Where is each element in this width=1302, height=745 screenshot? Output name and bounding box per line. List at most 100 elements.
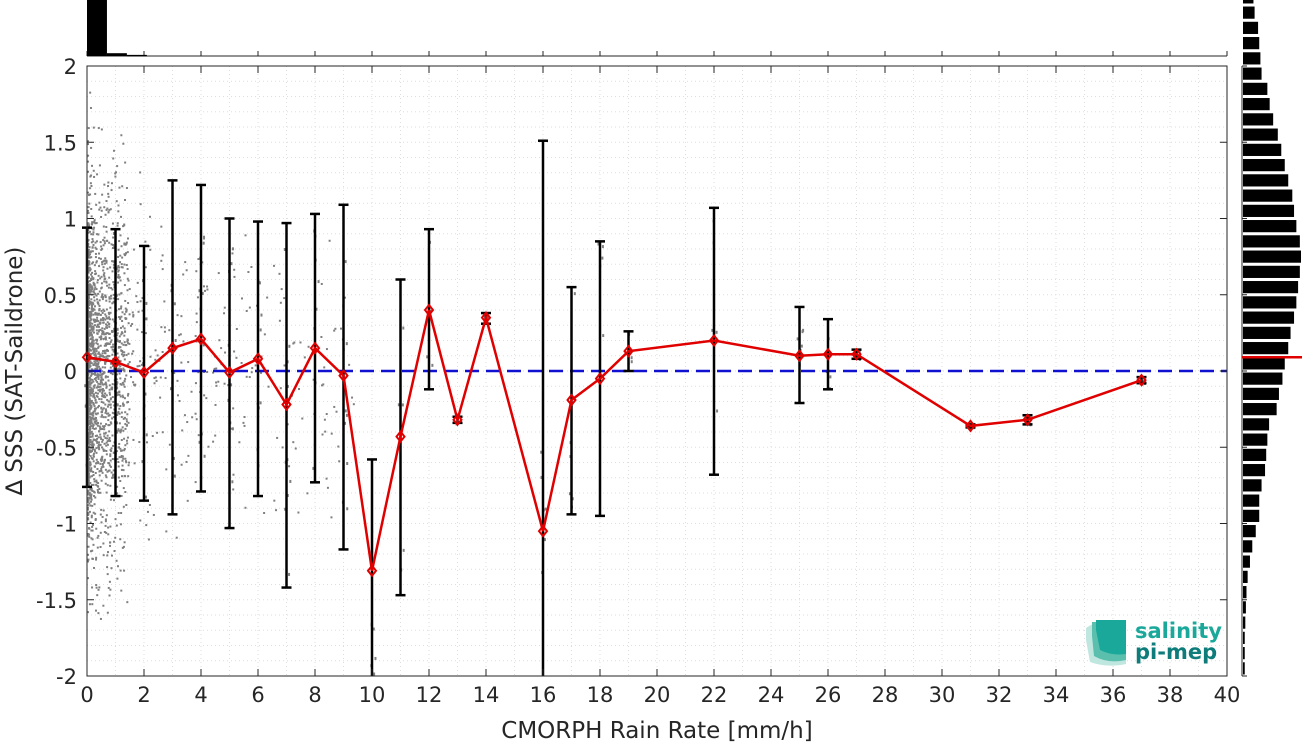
scatter-point <box>486 315 489 319</box>
scatter-point <box>117 465 120 468</box>
x-tick-label: 30 <box>929 683 956 707</box>
scatter-point <box>104 376 107 379</box>
scatter-point <box>90 469 93 472</box>
scatter-point <box>250 371 253 374</box>
scatter-point <box>88 246 91 249</box>
scatter-point <box>117 248 120 251</box>
scatter-point <box>106 434 109 437</box>
scatter-point <box>120 411 123 414</box>
scatter-point <box>103 458 106 461</box>
scatter-point <box>101 458 104 461</box>
scatter-point <box>93 308 96 311</box>
scatter-point <box>87 298 90 301</box>
scatter-point <box>88 407 91 410</box>
scatter-point <box>283 297 286 300</box>
scatter-point <box>88 432 91 435</box>
scatter-point <box>89 412 92 415</box>
scatter-point <box>107 195 110 198</box>
scatter-point <box>104 468 107 471</box>
scatter-point <box>180 463 183 466</box>
scatter-point <box>91 432 94 435</box>
scatter-point <box>92 470 95 473</box>
scatter-point <box>173 474 176 478</box>
x-tick-label: 16 <box>530 683 557 707</box>
scatter-point <box>123 263 126 266</box>
scatter-point <box>117 410 120 413</box>
scatter-point <box>233 268 236 271</box>
scatter-point <box>106 354 109 357</box>
scatter-point <box>101 440 104 443</box>
scatter-point <box>218 339 221 342</box>
scatter-point <box>87 445 90 448</box>
scatter-point <box>112 400 115 403</box>
scatter-point <box>108 313 111 316</box>
scatter-point <box>111 434 114 437</box>
scatter-point <box>87 127 90 130</box>
scatter-point <box>116 577 119 580</box>
scatter-point <box>98 304 101 307</box>
scatter-point <box>87 268 90 271</box>
scatter-point <box>112 244 115 247</box>
scatter-point <box>107 192 110 195</box>
scatter-point <box>96 385 99 388</box>
scatter-point <box>122 429 125 432</box>
right-histogram-bar <box>1243 235 1300 248</box>
scatter-point <box>106 470 109 473</box>
scatter-point <box>97 612 100 615</box>
scatter-point <box>99 443 102 446</box>
scatter-point <box>118 293 121 296</box>
scatter-point <box>107 586 110 589</box>
scatter-point <box>231 252 234 255</box>
scatter-point <box>116 368 119 371</box>
scatter-point <box>97 127 100 130</box>
scatter-point <box>90 446 93 449</box>
scatter-point <box>109 397 112 400</box>
scatter-point <box>90 327 93 330</box>
scatter-point <box>123 379 126 382</box>
scatter-point <box>122 355 125 358</box>
scatter-point <box>259 328 262 332</box>
scatter-point <box>117 204 120 207</box>
scatter-point <box>122 142 125 145</box>
scatter-point <box>110 422 113 425</box>
scatter-point <box>96 279 99 282</box>
scatter-point <box>118 422 121 425</box>
scatter-point <box>104 361 107 364</box>
scatter-point <box>100 309 103 312</box>
scatter-point <box>802 328 805 332</box>
scatter-point <box>101 293 104 296</box>
scatter-point <box>94 246 97 249</box>
scatter-point <box>94 192 97 195</box>
scatter-point <box>100 275 103 278</box>
scatter-point <box>89 193 92 196</box>
scatter-point <box>122 383 125 386</box>
mean-point <box>566 393 577 407</box>
scatter-point <box>89 418 92 421</box>
scatter-point <box>240 297 243 300</box>
scatter-point <box>88 397 91 400</box>
scatter-point <box>100 287 103 290</box>
scatter-point <box>96 301 99 304</box>
scatter-point <box>87 400 90 403</box>
scatter-point <box>117 255 120 258</box>
scatter-point <box>90 318 93 321</box>
scatter-point <box>88 307 91 310</box>
scatter-point <box>89 416 92 419</box>
scatter-point <box>94 438 97 441</box>
scatter-point <box>105 323 108 326</box>
scatter-point <box>123 416 126 419</box>
scatter-point <box>194 481 197 484</box>
scatter-point <box>90 312 93 315</box>
scatter-point <box>94 292 97 295</box>
scatter-point <box>231 427 234 431</box>
scatter-point <box>117 210 120 213</box>
scatter-point <box>91 302 94 305</box>
scatter-point <box>88 334 91 337</box>
scatter-point <box>117 460 120 463</box>
scatter-point <box>96 392 99 395</box>
scatter-point <box>95 401 98 404</box>
scatter-point <box>109 459 112 462</box>
scatter-point <box>186 421 189 424</box>
scatter-point <box>91 422 94 425</box>
scatter-point <box>127 362 130 365</box>
